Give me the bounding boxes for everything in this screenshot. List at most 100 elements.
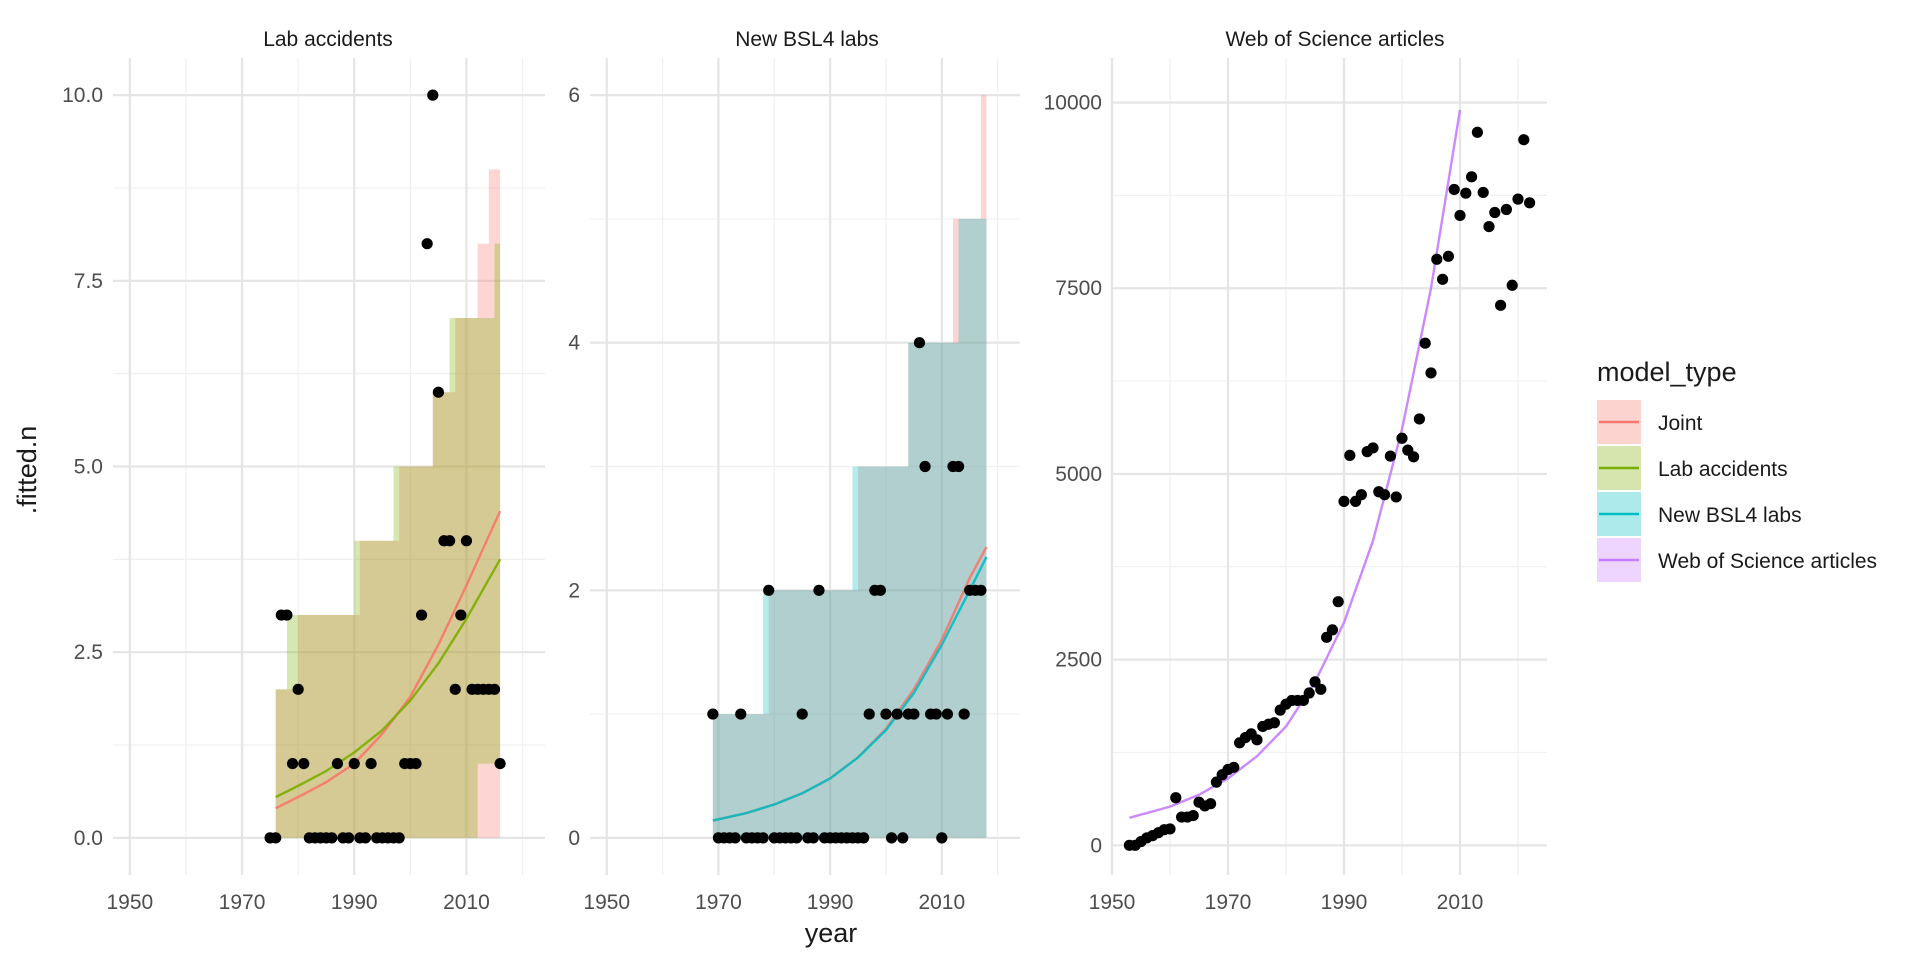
y-axis-title: .fitted.n	[12, 426, 42, 515]
ribbon-lab-accidents	[275, 243, 501, 838]
data-point	[919, 460, 931, 473]
y-tick-label: 2500	[1055, 649, 1102, 672]
data-point	[444, 535, 456, 547]
y-tick-label: 5000	[1055, 463, 1102, 486]
data-point	[326, 832, 338, 844]
data-point	[421, 238, 433, 250]
x-tick-label: 1970	[695, 891, 742, 914]
data-point	[975, 584, 987, 596]
y-tick-label: 10000	[1044, 92, 1102, 115]
panel-new-bsl4-labs: New BSL4 labs 1950 1970 1990 2010 0 2 4 6	[568, 28, 1020, 914]
data-point	[1460, 187, 1472, 199]
data-point	[1471, 126, 1483, 138]
y-tick-label: 0	[568, 827, 580, 850]
x-tick-label: 1950	[583, 891, 630, 914]
legend-label: Joint	[1658, 412, 1703, 435]
gridlines	[590, 58, 1020, 875]
y-tick-label: 2.5	[74, 641, 103, 664]
data-point	[735, 708, 747, 720]
data-point	[427, 89, 439, 101]
data-point	[488, 683, 501, 695]
data-point	[1454, 209, 1466, 222]
data-point	[813, 584, 825, 596]
data-point	[1303, 687, 1315, 699]
y-tick-label: 10.0	[62, 84, 103, 107]
observed-points	[264, 89, 506, 844]
data-point	[1326, 624, 1338, 636]
data-point	[930, 708, 942, 720]
data-point	[455, 609, 467, 621]
data-point	[757, 832, 769, 844]
data-point	[885, 832, 898, 844]
fit-line-lab-accidents	[275, 558, 502, 799]
data-point	[1379, 489, 1391, 501]
data-point	[807, 832, 819, 844]
legend-item-joint: Joint	[1597, 400, 1703, 444]
x-tick-label: 2010	[918, 891, 965, 914]
legend: model_type Joint Lab accidents New BSL4 …	[1597, 357, 1877, 582]
data-point	[1315, 683, 1327, 695]
data-point	[1512, 193, 1524, 205]
data-point	[1495, 299, 1507, 311]
data-point	[298, 757, 310, 770]
panel-title: Lab accidents	[263, 28, 393, 51]
data-point	[1332, 596, 1344, 608]
gridlines	[1110, 58, 1547, 875]
fit-line-new-bsl4-labs	[712, 556, 988, 822]
fit-line-web-of-science-articles	[1129, 109, 1462, 819]
legend-item-web-of-science-articles: Web of Science articles	[1597, 538, 1877, 582]
data-point	[1338, 495, 1350, 508]
data-point	[1506, 279, 1518, 291]
data-point	[281, 609, 293, 621]
data-point	[1408, 451, 1420, 463]
data-point	[1396, 432, 1408, 444]
data-point	[270, 832, 282, 844]
x-tick-label: 1950	[1089, 891, 1136, 914]
y-tick-label: 0	[1090, 834, 1102, 857]
data-point	[908, 708, 920, 720]
data-point	[874, 584, 886, 596]
y-tick-label: 5.0	[74, 456, 103, 479]
y-tick-label: 6	[568, 84, 580, 107]
data-point	[292, 683, 304, 695]
ribbon-joint	[712, 95, 987, 838]
data-point	[796, 708, 808, 720]
data-point	[897, 832, 909, 844]
x-tick-label: 1970	[1205, 891, 1252, 914]
data-point	[729, 832, 741, 844]
fit-line-joint	[275, 510, 502, 810]
data-point	[952, 460, 965, 473]
data-point	[1170, 792, 1182, 804]
legend-item-lab-accidents: Lab accidents	[1597, 446, 1788, 490]
legend-title: model_type	[1597, 357, 1737, 387]
data-point	[941, 708, 954, 720]
x-tick-label: 1990	[807, 891, 854, 914]
data-point	[348, 757, 360, 770]
x-tick-label: 1990	[1321, 891, 1368, 914]
data-point	[1390, 491, 1402, 503]
panel-lab-accidents: Lab accidents 1950 1970 1990 2010 0.0 2.5 5.0 7…	[62, 28, 545, 914]
data-point	[1483, 220, 1495, 233]
panel-title: Web of Science articles	[1225, 28, 1444, 51]
data-point	[1205, 798, 1217, 810]
data-point	[343, 832, 355, 844]
data-point	[863, 708, 875, 720]
panel-title: New BSL4 labs	[735, 28, 879, 51]
data-point	[393, 832, 405, 844]
data-point	[880, 708, 892, 720]
data-point	[1442, 250, 1454, 262]
data-point	[1384, 450, 1396, 462]
data-point	[1466, 171, 1478, 183]
x-tick-label: 2010	[443, 891, 490, 914]
data-point	[1500, 203, 1512, 216]
data-point	[1367, 442, 1379, 454]
data-point	[1431, 253, 1443, 265]
data-point	[415, 609, 428, 621]
data-point	[365, 757, 377, 770]
data-point	[1489, 206, 1501, 219]
data-point	[1187, 809, 1199, 822]
data-point	[1425, 367, 1437, 379]
legend-label: Lab accidents	[1658, 458, 1788, 481]
ribbon-new-bsl4-labs	[712, 218, 987, 838]
